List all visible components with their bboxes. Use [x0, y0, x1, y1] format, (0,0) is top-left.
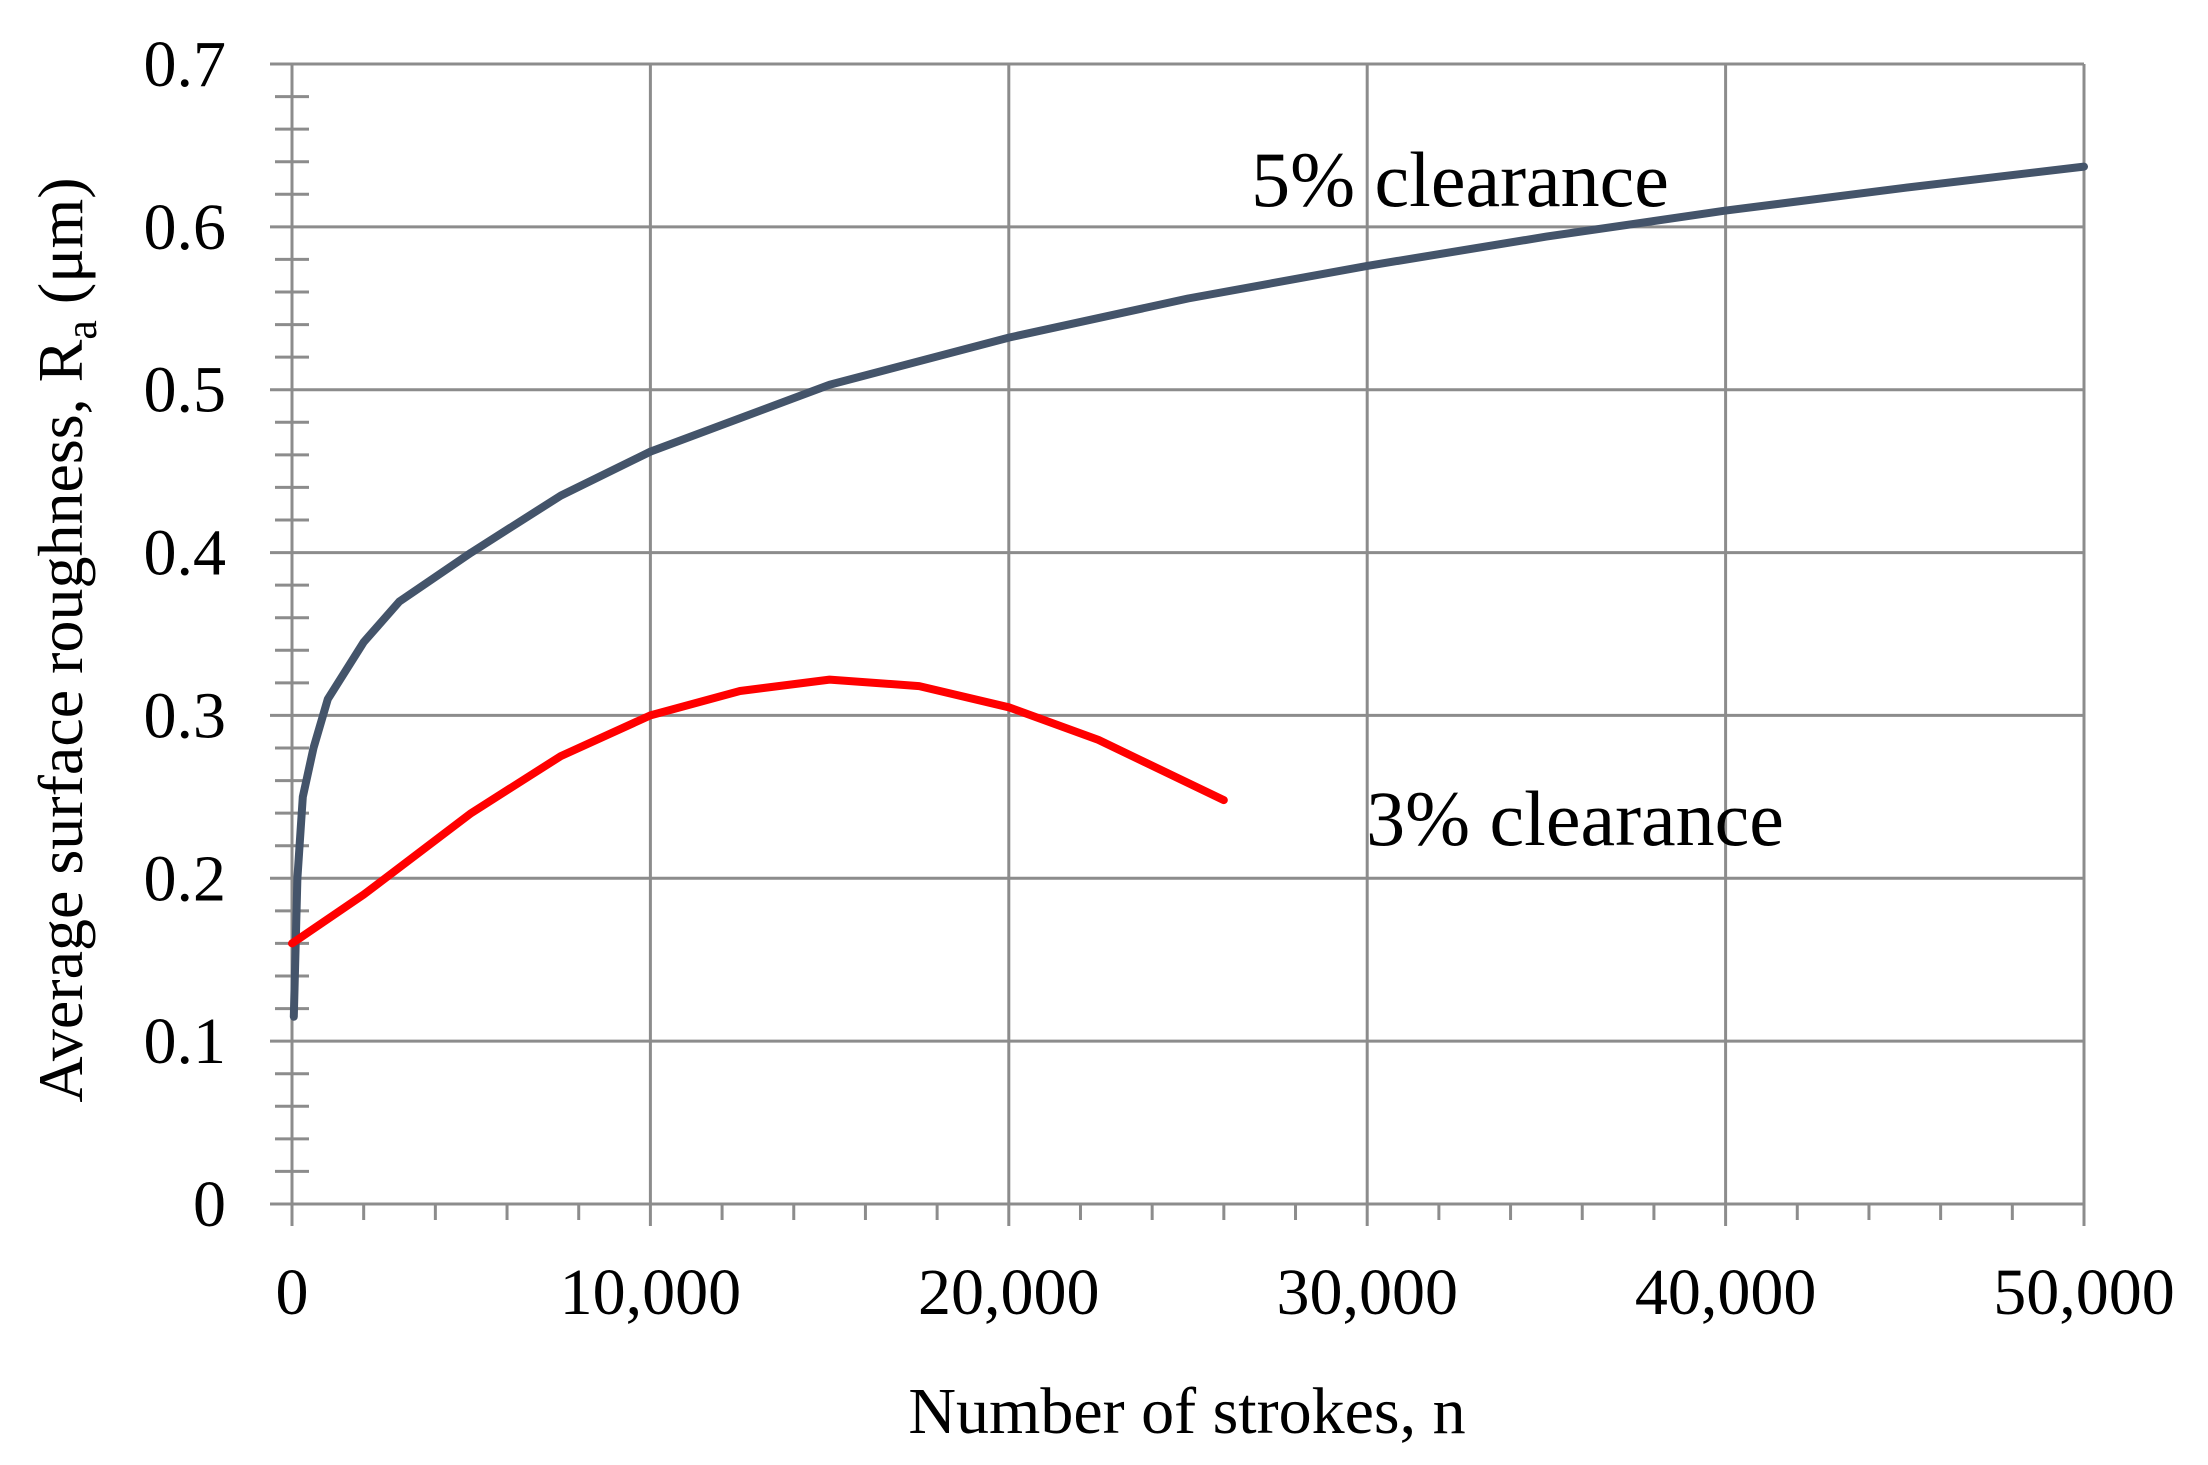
- series-line: [288, 675, 1228, 948]
- y-axis-title-sub: a: [57, 320, 106, 340]
- x-tick-label: 30,000: [1276, 1256, 1458, 1329]
- series-line: [289, 162, 2088, 1021]
- y-axis-title: Average surface roughness, Ra (μm): [25, 177, 106, 1102]
- y-tick-label: 0: [193, 1168, 226, 1241]
- y-tick-label: 0.5: [144, 354, 227, 427]
- series-label: 3% clearance: [1366, 775, 1784, 862]
- y-tick-label: 0.6: [144, 191, 227, 264]
- x-axis-title: Number of strokes, n: [908, 1375, 1465, 1448]
- y-tick-label: 0.1: [144, 1005, 227, 1078]
- series-label: 5% clearance: [1251, 136, 1669, 223]
- x-tick-label: 0: [276, 1256, 309, 1329]
- y-axis-title-unit: (μm): [25, 177, 96, 320]
- y-tick-label: 0.7: [144, 28, 227, 101]
- y-tick-label: 0.3: [144, 679, 227, 752]
- x-tick-label: 10,000: [560, 1256, 742, 1329]
- x-tick-label: 50,000: [1993, 1256, 2175, 1329]
- y-axis-title-main: Average surface roughness, R: [25, 339, 96, 1102]
- y-tick-label: 0.4: [144, 517, 227, 590]
- x-tick-label: 20,000: [918, 1256, 1100, 1329]
- y-tick-label: 0.2: [144, 842, 227, 915]
- x-tick-label: 40,000: [1635, 1256, 1817, 1329]
